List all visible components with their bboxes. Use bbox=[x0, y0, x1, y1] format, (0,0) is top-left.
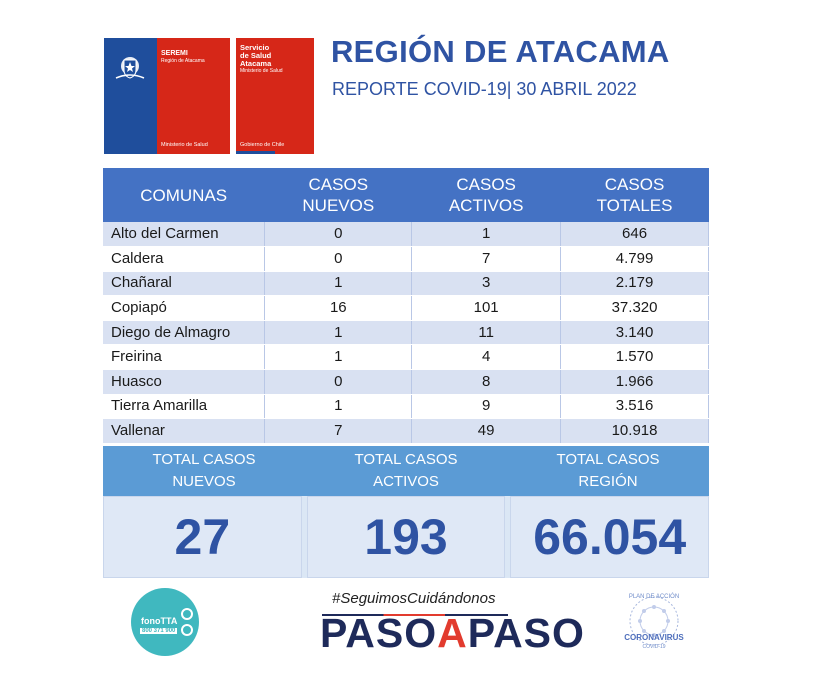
cell-totales: 4.799 bbox=[560, 246, 709, 272]
cell-nuevos: 0 bbox=[264, 246, 413, 272]
cell-comuna: Caldera bbox=[103, 246, 266, 272]
report-subtitle: REPORTE COVID-19| 30 ABRIL 2022 bbox=[332, 79, 637, 99]
cell-nuevos: 7 bbox=[264, 418, 413, 444]
cell-activos: 9 bbox=[411, 394, 562, 420]
table-row: Freirina 1 4 1.570 bbox=[103, 344, 709, 371]
cell-nuevos: 1 bbox=[264, 394, 413, 420]
cell-nuevos: 1 bbox=[264, 320, 413, 346]
cell-comuna: Vallenar bbox=[103, 418, 266, 444]
cases-table: COMUNAS CASOS NUEVOS CASOS ACTIVOS CASOS TO… bbox=[103, 168, 709, 444]
table-row: Chañaral 1 3 2.179 bbox=[103, 271, 709, 297]
cell-totales: 3.140 bbox=[560, 320, 709, 346]
cell-activos: 3 bbox=[411, 271, 562, 297]
logo-flag-stripe bbox=[236, 151, 314, 154]
cell-nuevos: 0 bbox=[264, 369, 413, 395]
total-region-label: TOTAL CASOS REGIÓN bbox=[556, 451, 660, 490]
cell-totales: 2.179 bbox=[560, 271, 709, 297]
servicio-line1: Servicio bbox=[240, 43, 270, 52]
cell-activos: 4 bbox=[411, 344, 562, 371]
cell-nuevos: 1 bbox=[264, 344, 413, 371]
table-row: Caldera 0 7 4.799 bbox=[103, 246, 709, 272]
plan-coronavirus-logo: PLAN DE ACCIÓN CORONAVIRUS COVID-19 bbox=[624, 593, 684, 650]
cell-comuna: Diego de Almagro bbox=[103, 320, 266, 346]
servicio-line2: de Salud bbox=[240, 51, 272, 60]
fono-name: fonoTTA bbox=[141, 616, 178, 626]
totals-values: 27 193 66.054 bbox=[103, 496, 710, 578]
phone-icon bbox=[181, 624, 193, 636]
servicio-line3: Atacama bbox=[240, 59, 272, 68]
cell-activos: 49 bbox=[411, 418, 562, 444]
plan-main-text: CORONAVIRUS bbox=[624, 633, 684, 642]
cell-nuevos: 1 bbox=[264, 271, 413, 297]
plan-sub-text: COVID-19 bbox=[642, 644, 665, 650]
total-nuevos-value: 27 bbox=[103, 496, 302, 578]
header-casos-activos: CASOS ACTIVOS bbox=[411, 168, 562, 222]
cell-activos: 7 bbox=[411, 246, 562, 272]
table-row: Diego de Almagro 1 11 3.140 bbox=[103, 320, 709, 346]
paso-a-paso-logo: PASOAPASO bbox=[320, 610, 585, 656]
cell-activos: 11 bbox=[411, 320, 562, 346]
total-nuevos-label: TOTAL CASOS NUEVOS bbox=[152, 451, 256, 490]
header-casos-nuevos: CASOS NUEVOS bbox=[264, 168, 413, 222]
coat-of-arms-icon bbox=[115, 57, 145, 79]
cell-nuevos: 16 bbox=[264, 295, 413, 321]
seremi-region: Región de Atacama bbox=[161, 58, 205, 64]
logo-blue-panel bbox=[104, 38, 157, 154]
total-activos-label: TOTAL CASOS ACTIVOS bbox=[354, 451, 458, 490]
cell-comuna: Chañaral bbox=[103, 271, 266, 297]
total-activos-value: 193 bbox=[306, 496, 506, 578]
cell-totales: 3.516 bbox=[560, 394, 709, 420]
cell-activos: 1 bbox=[411, 222, 562, 248]
person-icon bbox=[181, 608, 193, 620]
cell-totales: 37.320 bbox=[560, 295, 709, 321]
page-title: REGIÓN DE ATACAMA bbox=[331, 34, 670, 69]
table-header-row: COMUNAS CASOS NUEVOS CASOS ACTIVOS CASOS TO… bbox=[103, 168, 709, 222]
cell-totales: 1.570 bbox=[560, 344, 709, 371]
servicio-footer: Gobierno de Chile bbox=[240, 142, 285, 148]
table-row: Alto del Carmen 0 1 646 bbox=[103, 222, 709, 248]
servicio-salud-logo: Servicio de Salud Atacama Ministerio de … bbox=[236, 38, 314, 154]
cell-totales: 1.966 bbox=[560, 369, 709, 395]
cell-comuna: Tierra Amarilla bbox=[103, 394, 266, 420]
cell-comuna: Huasco bbox=[103, 369, 266, 395]
table-row: Huasco 0 8 1.966 bbox=[103, 369, 709, 395]
cell-comuna: Freirina bbox=[103, 344, 266, 371]
cell-totales: 10.918 bbox=[560, 418, 709, 444]
table-row: Vallenar 7 49 10.918 bbox=[103, 418, 709, 444]
seremi-footer: Ministerio de Salud bbox=[161, 142, 208, 148]
logo-red-panel: SEREMI Región de Atacama Ministerio de S… bbox=[157, 38, 230, 154]
header-casos-totales: CASOS TOTALES bbox=[560, 168, 709, 222]
cell-nuevos: 0 bbox=[264, 222, 413, 248]
header-comunas: COMUNAS bbox=[103, 168, 266, 222]
fonotta-logo: fonoTTA 800 371 900 bbox=[131, 588, 199, 656]
paso-divider bbox=[322, 614, 508, 616]
cell-activos: 8 bbox=[411, 369, 562, 395]
hashtag-text: #SeguimosCuidándonos bbox=[332, 590, 496, 607]
cell-comuna: Alto del Carmen bbox=[103, 222, 266, 248]
fono-number: 800 371 900 bbox=[140, 628, 178, 634]
virus-icon bbox=[638, 605, 670, 637]
servicio-line4: Ministerio de Salud bbox=[240, 68, 283, 74]
cell-totales: 646 bbox=[560, 222, 709, 248]
table-row: Copiapó 16 101 37.320 bbox=[103, 295, 709, 321]
total-region-value: 66.054 bbox=[510, 496, 710, 578]
cell-activos: 101 bbox=[411, 295, 562, 321]
seremi-label: SEREMI bbox=[161, 50, 188, 57]
plan-top-text: PLAN DE ACCIÓN bbox=[629, 593, 679, 600]
totals-header: TOTAL CASOS NUEVOS TOTAL CASOS ACTIVOS TOT… bbox=[103, 446, 709, 496]
table-row: Tierra Amarilla 1 9 3.516 bbox=[103, 394, 709, 420]
seremi-logo: SEREMI Región de Atacama Ministerio de S… bbox=[104, 38, 230, 154]
cell-comuna: Copiapó bbox=[103, 295, 266, 321]
